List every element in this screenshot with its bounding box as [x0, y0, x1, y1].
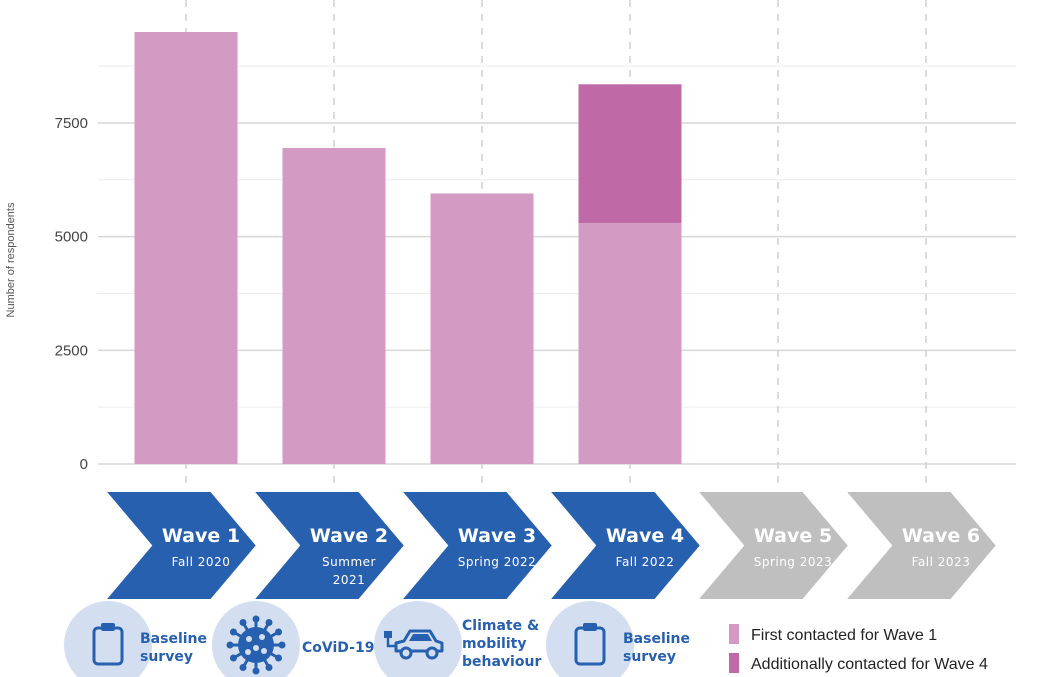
wave-subtitle: Spring 2022 [458, 555, 537, 569]
virus-spike-tip [226, 641, 234, 649]
topic-item: Baseline survey [64, 601, 207, 677]
wave-title: Wave 4 [606, 525, 684, 547]
car-wheel [425, 646, 439, 660]
topic-item: Climate & mobility behaviour [374, 601, 541, 677]
y-axis: 0 2500 5000 7500 [55, 115, 88, 473]
virus-spike-tip [239, 664, 247, 672]
topic-item: CoViD-19 [212, 601, 374, 677]
topic-icon-circle [546, 601, 634, 677]
topic-label: CoViD-19 [302, 640, 374, 656]
virus-spike-tip [239, 618, 247, 626]
bars [134, 32, 682, 465]
wave-chevron [694, 490, 851, 601]
topic-label: Baseline [623, 631, 690, 647]
y-tick-label: 5000 [55, 229, 88, 246]
topic-label: behaviour [462, 654, 541, 670]
legend-swatch [729, 653, 739, 673]
wave-chevron [842, 490, 999, 601]
virus-spike-tip [252, 667, 260, 675]
legend: First contacted for Wave 1 Additionally c… [729, 624, 988, 673]
y-axis-label: Number of respondents [5, 202, 17, 317]
wave-subtitle: Spring 2023 [754, 555, 833, 569]
virus-spike-tip [229, 654, 237, 662]
topic-label: Baseline [140, 631, 207, 647]
wave-title: Wave 5 [754, 525, 832, 547]
bar-segment [430, 193, 534, 464]
car-wheel [399, 646, 413, 660]
y-tick-label: 2500 [55, 342, 88, 359]
topic-item: Baseline survey [546, 601, 690, 677]
wave-title: Wave 2 [310, 525, 388, 547]
virus-dot [246, 636, 252, 642]
bar-segment [578, 84, 682, 223]
wave-timeline: Wave 1 Fall 2020 Wave 2 Summer 2021 Wave 3 Spr… [102, 490, 999, 601]
topic-label: survey [140, 649, 193, 665]
legend-label: Additionally contacted for Wave 4 [751, 656, 988, 673]
wave-title: Wave 1 [162, 525, 240, 547]
clipboard-clip [583, 623, 597, 631]
wave-subtitle: Fall 2022 [616, 555, 675, 569]
wave-chevron [250, 490, 407, 601]
clipboard-clip [101, 623, 115, 631]
topic-row: Baseline survey CoViD-19 Climate & mobility b… [64, 601, 690, 677]
car-window [409, 634, 432, 641]
wave-subtitle: Summer [322, 555, 376, 569]
topic-label: Climate & [462, 618, 539, 634]
bar-segment [578, 222, 682, 464]
car-plug-cable [386, 637, 396, 648]
topic-label: mobility [462, 636, 526, 652]
clipboard-icon [574, 623, 606, 666]
virus-spike-tip [275, 654, 283, 662]
wave-subtitle: Fall 2023 [912, 555, 971, 569]
legend-swatch [729, 624, 739, 644]
virus-spike-tip [252, 615, 260, 623]
bar-segment [134, 32, 238, 464]
wave-chevron [546, 490, 703, 601]
legend-label: First contacted for Wave 1 [751, 627, 937, 644]
virus-spike-tip [265, 618, 273, 626]
wave-subtitle: Fall 2020 [172, 555, 231, 569]
clipboard-icon [92, 623, 124, 666]
virus-dot [245, 649, 251, 655]
topic-label: survey [623, 649, 676, 665]
wave-chevron [398, 490, 555, 601]
virus-dot [259, 634, 265, 640]
virus-spike-tip [229, 628, 237, 636]
virus-icon [226, 615, 286, 675]
wave-subtitle: 2021 [333, 573, 366, 587]
virus-spike-tip [275, 628, 283, 636]
virus-spike-tip [278, 641, 286, 649]
virus-spike-tip [265, 664, 273, 672]
virus-dot [261, 648, 267, 654]
y-tick-label: 7500 [55, 115, 88, 132]
car-icon [384, 629, 444, 660]
bar-segment [282, 147, 386, 465]
topic-icon-circle [64, 601, 152, 677]
virus-dot [253, 645, 259, 651]
wave-chevron [102, 490, 259, 601]
wave-title: Wave 3 [458, 525, 536, 547]
car-body [394, 629, 444, 653]
wave-title: Wave 6 [902, 525, 980, 547]
car-plug [384, 631, 392, 638]
y-tick-label: 0 [80, 456, 88, 473]
